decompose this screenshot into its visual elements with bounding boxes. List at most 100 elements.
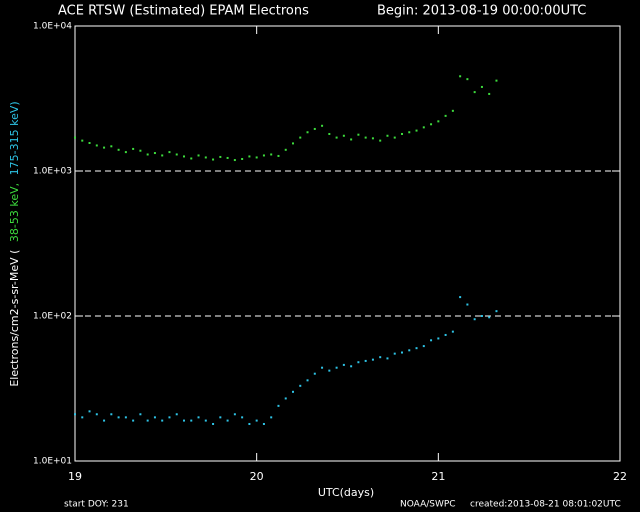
- data-point: [88, 141, 91, 144]
- footer-right: created:2013-08-21 08:01:02UTC: [470, 500, 621, 510]
- data-point: [248, 155, 251, 158]
- data-point: [219, 155, 222, 158]
- data-point: [321, 366, 324, 369]
- data-point: [408, 131, 411, 134]
- data-point: [117, 416, 120, 419]
- data-point: [480, 315, 483, 317]
- data-point: [313, 372, 316, 375]
- data-point: [422, 345, 425, 348]
- data-point: [197, 154, 200, 157]
- data-point: [364, 359, 367, 362]
- data-point: [386, 357, 389, 360]
- data-point: [175, 413, 178, 416]
- data-point: [262, 154, 265, 157]
- data-point: [299, 384, 302, 387]
- data-point: [357, 361, 360, 364]
- data-point: [241, 157, 244, 160]
- data-point: [342, 363, 345, 366]
- data-point: [183, 419, 185, 422]
- data-point: [103, 419, 106, 422]
- y-axis-label: Electrons/cm2-s-sr-MeV ( 38-53 keV, 175-…: [8, 101, 21, 386]
- data-point: [255, 156, 258, 159]
- data-point: [306, 131, 309, 134]
- data-point: [74, 136, 76, 139]
- y-tick-label: 1.0E+03: [33, 167, 72, 177]
- data-point: [175, 153, 178, 156]
- data-point: [292, 390, 294, 393]
- data-point: [335, 136, 338, 139]
- data-point: [444, 333, 447, 336]
- data-point: [430, 123, 433, 126]
- data-point: [248, 422, 251, 425]
- data-point: [350, 138, 353, 141]
- data-point: [357, 133, 360, 136]
- data-point: [459, 296, 462, 299]
- data-point: [321, 124, 324, 127]
- data-point: [168, 416, 171, 419]
- data-point: [451, 330, 454, 333]
- data-point: [393, 352, 396, 355]
- data-point: [212, 158, 215, 161]
- data-point: [430, 339, 433, 342]
- y-axis-label-text: Electrons/cm2-s-sr-MeV (: [8, 250, 21, 387]
- chart-subtitle: Begin: 2013-08-19 00:00:00UTC: [377, 4, 586, 19]
- data-point: [241, 416, 244, 419]
- data-point: [81, 416, 84, 419]
- data-point: [233, 159, 236, 162]
- data-point: [262, 422, 265, 425]
- x-axis-label: UTC(days): [318, 486, 374, 499]
- data-point: [153, 152, 156, 155]
- legend-label: 175-315 keV): [8, 101, 21, 175]
- data-point: [270, 153, 273, 156]
- data-point: [393, 136, 396, 139]
- data-point: [466, 303, 469, 306]
- x-tick-label: 19: [68, 470, 82, 483]
- data-point: [401, 351, 403, 354]
- data-point: [190, 157, 193, 160]
- data-point: [277, 154, 280, 157]
- data-point: [386, 134, 389, 137]
- data-point: [422, 126, 425, 129]
- data-point: [299, 136, 302, 139]
- data-point: [74, 413, 76, 416]
- data-point: [437, 337, 440, 340]
- data-point: [328, 132, 331, 135]
- x-tick-label: 20: [250, 470, 264, 483]
- data-point: [480, 85, 483, 88]
- data-point: [139, 413, 142, 416]
- data-point: [444, 114, 447, 117]
- data-point: [495, 310, 498, 313]
- data-point: [183, 155, 185, 158]
- data-point: [415, 129, 418, 132]
- data-point: [292, 142, 294, 145]
- data-point: [371, 358, 374, 361]
- data-point: [371, 137, 374, 140]
- plot-frame: [74, 25, 621, 462]
- data-point: [132, 419, 135, 422]
- footer-mid: NOAA/SWPC: [400, 500, 456, 510]
- data-point: [255, 419, 258, 422]
- data-point: [103, 146, 106, 149]
- y-tick-label: 1.0E+01: [33, 457, 72, 467]
- data-point: [342, 134, 345, 137]
- data-point: [379, 356, 382, 359]
- data-point: [459, 75, 462, 78]
- data-point: [226, 419, 229, 422]
- data-point: [110, 413, 113, 416]
- data-point: [306, 379, 309, 382]
- data-point: [95, 144, 98, 147]
- data-point: [379, 139, 382, 142]
- data-point: [153, 416, 156, 419]
- footer-left: start DOY: 231: [64, 500, 129, 510]
- data-point: [124, 151, 127, 154]
- y-tick-label: 1.0E+04: [33, 22, 72, 32]
- data-point: [466, 78, 469, 81]
- data-point: [204, 156, 207, 159]
- data-point: [190, 419, 193, 422]
- data-point: [335, 366, 338, 369]
- y-tick-label: 1.0E+02: [33, 312, 72, 322]
- data-point: [146, 153, 149, 156]
- x-tick-label: 21: [431, 470, 445, 483]
